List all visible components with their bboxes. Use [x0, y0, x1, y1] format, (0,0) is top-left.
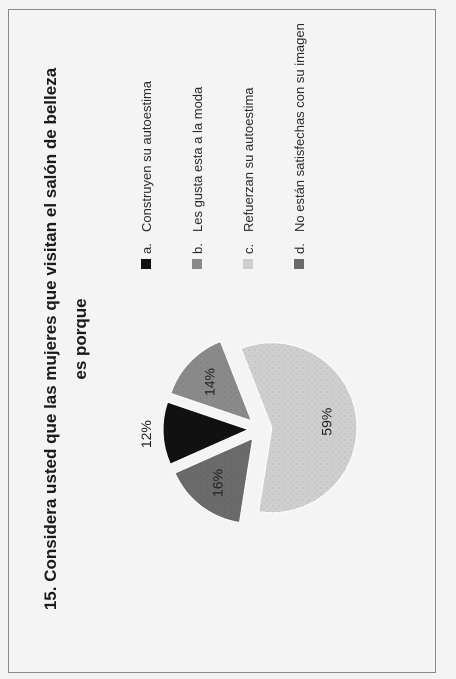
- pie-data-label-a: 12%: [138, 420, 154, 448]
- legend-label: Refuerzan su autoestima: [241, 87, 256, 232]
- pie-slice-texture-d: [175, 438, 253, 523]
- legend-item-a: a. Construyen su autoestima: [138, 9, 155, 269]
- pie-data-label-d: 16%: [209, 469, 225, 497]
- pie-data-label-b: 14%: [202, 368, 218, 396]
- legend-label: Construyen su autoestima: [139, 80, 154, 232]
- legend-marker: b.: [190, 243, 205, 254]
- pie-slice-texture-c: [241, 342, 357, 513]
- legend-marker: d.: [292, 243, 307, 254]
- pie-data-label-c: 59%: [318, 408, 334, 436]
- chart-legend: a. Construyen su autoestima b. Les gusta es…: [138, 9, 342, 269]
- legend-item-c: c. Refuerzan su autoestima: [240, 9, 257, 269]
- legend-swatch: [192, 259, 202, 269]
- legend-swatch: [294, 259, 304, 269]
- legend-item-d: d. No están satisfechas con su imagen: [291, 9, 308, 269]
- pie-slice-texture-b: [170, 341, 252, 421]
- legend-swatch: [141, 259, 151, 269]
- pie-slice-texture-a: [163, 402, 249, 465]
- legend-swatch: [243, 259, 253, 269]
- legend-marker: a.: [139, 243, 154, 254]
- legend-item-b: b. Les gusta esta a la moda: [189, 9, 206, 269]
- chart-title: 15. Considera usted que las mujeres que …: [41, 67, 90, 611]
- legend-marker: c.: [241, 243, 256, 254]
- legend-label: No están satisfechas con su imagen: [292, 23, 307, 232]
- pie-chart: 12% 14% 59% 16%: [138, 340, 358, 524]
- legend-label: Les gusta esta a la moda: [190, 86, 205, 232]
